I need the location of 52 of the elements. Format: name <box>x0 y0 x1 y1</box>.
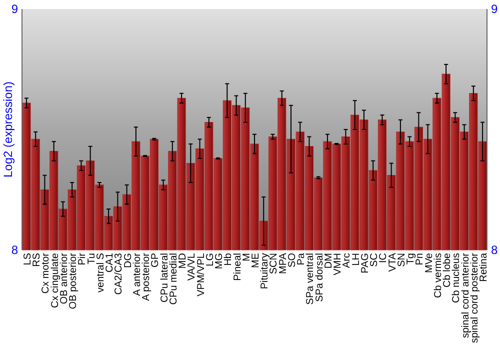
x-tick-label: IC <box>378 253 390 263</box>
x-tick-label: Retina <box>478 252 490 282</box>
x-tick-label: SO <box>286 252 298 268</box>
x-tick-label: DM <box>323 253 334 269</box>
x-tick-label: A posterior <box>141 252 152 301</box>
x-tick-label: Cb vermis <box>432 253 444 298</box>
x-tick-label: OB anterior <box>58 252 70 304</box>
x-tick-label: CA2/CA3 <box>114 252 125 295</box>
x-tick-label: Cx motor <box>40 252 52 294</box>
x-tick-label: Pituitary <box>260 253 271 290</box>
x-tick-label: MPA <box>278 252 289 274</box>
x-tick-label: Tg <box>406 253 417 265</box>
x-tick-label: ME <box>250 252 262 268</box>
x-tick-label: Cb lobe <box>442 252 454 288</box>
x-tick-label: VPM/VPL <box>196 252 207 296</box>
y2-tick-label: 9 <box>491 2 498 16</box>
x-tick-label: spinal cord anterior <box>460 252 472 338</box>
x-tick-label: Pa <box>296 252 308 266</box>
x-tick-label: VTA <box>387 252 398 272</box>
x-tick-label: MVe <box>424 252 435 274</box>
x-tick-label: Arc <box>342 253 353 268</box>
x-tick-label: Pineal <box>232 253 244 281</box>
x-tick-label: ventral S <box>95 252 106 292</box>
x-tick-label: SPa dorsal <box>314 253 326 302</box>
x-tick-label: SCN <box>268 253 280 274</box>
x-tick-label: M <box>241 253 252 262</box>
x-tick-label: GP <box>150 252 162 268</box>
x-tick-label: CPu medial <box>168 253 180 305</box>
x-tick-label: LS <box>22 252 34 266</box>
x-tick-label: Tu <box>86 253 98 264</box>
x-tick-label: VMH <box>332 253 344 276</box>
x-tick-label: Pir <box>77 252 88 266</box>
x-tick-label: SN <box>396 253 408 267</box>
x-tick-label: LH <box>350 253 362 266</box>
x-tick-label: CA1 <box>104 252 116 272</box>
x-tick-label: PAG <box>360 252 371 274</box>
x-tick-label: A anterior <box>132 252 143 296</box>
x-tick-label: DG <box>122 252 134 268</box>
x-tick-label: Cx cingulate <box>50 252 61 308</box>
x-tick-label: spinal cord posterior <box>469 252 480 344</box>
x-tick-label: Pn <box>414 253 426 266</box>
x-tick-label: OB posterior <box>68 252 80 310</box>
y2-tick-label: 8 <box>491 243 498 258</box>
x-tick-label: CPu lateral <box>159 253 170 302</box>
y-axis-title: Log2 (expression) <box>1 81 15 178</box>
x-tick-label: RS <box>32 252 43 267</box>
x-tick-label: VA/VL <box>186 252 198 281</box>
x-tick-label: LG <box>204 252 216 266</box>
x-tick-label: SPa ventral <box>305 253 316 305</box>
x-tick-label: Cb nucleus <box>451 253 462 304</box>
x-tick-label: Hb <box>223 252 234 266</box>
x-tick-label: SC <box>369 253 380 267</box>
